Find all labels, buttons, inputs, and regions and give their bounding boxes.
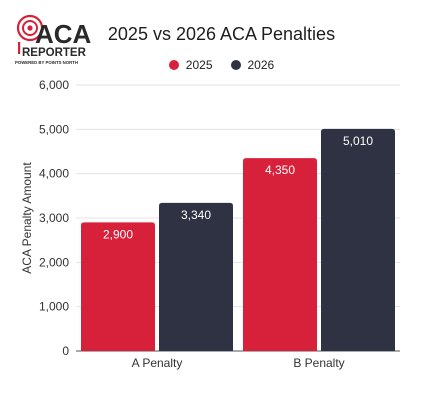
logo-tagline: POWERED BY POINTS NORTH xyxy=(15,60,78,65)
chart-legend: 2025 2026 xyxy=(0,58,443,72)
target-icon xyxy=(16,14,44,54)
bar xyxy=(321,128,395,351)
legend-label-2025: 2025 xyxy=(185,58,213,72)
y-tick-label: 3,000 xyxy=(39,211,69,225)
x-tick-label: A Penalty xyxy=(132,356,183,370)
legend-label-2026: 2026 xyxy=(247,58,275,72)
legend-item-2026: 2026 xyxy=(230,58,275,72)
bar xyxy=(243,158,317,351)
logo-graphic: ACA REPORTER POWERED BY POINTS NORTH xyxy=(15,14,92,65)
legend-item-2025: 2025 xyxy=(168,58,213,72)
y-axis-title: ACA Penalty Amount xyxy=(20,162,34,274)
x-tick-label: B Penalty xyxy=(293,356,344,370)
legend-swatch-2026 xyxy=(230,60,241,70)
bar xyxy=(81,222,155,351)
data-label: 4,350 xyxy=(265,163,295,177)
data-label: 2,900 xyxy=(103,227,133,241)
data-label: 3,340 xyxy=(181,208,211,222)
y-tick-label: 2,000 xyxy=(39,255,69,269)
y-tick-label: 4,000 xyxy=(39,167,69,181)
logo-line1: ACA xyxy=(35,19,92,49)
y-tick-label: 1,000 xyxy=(39,300,69,314)
legend-swatch-2025 xyxy=(168,60,179,70)
data-label: 5,010 xyxy=(343,134,373,148)
logo-line2: REPORTER xyxy=(22,47,87,59)
y-tick-label: 5,000 xyxy=(39,122,69,136)
bar xyxy=(159,202,233,351)
y-tick-label: 0 xyxy=(62,344,69,358)
y-tick-label: 6,000 xyxy=(39,78,69,92)
aca-reporter-logo: ACA REPORTER POWERED BY POINTS NORTH xyxy=(14,12,106,68)
chart-title: 2025 vs 2026 ACA Penalties xyxy=(107,24,336,44)
